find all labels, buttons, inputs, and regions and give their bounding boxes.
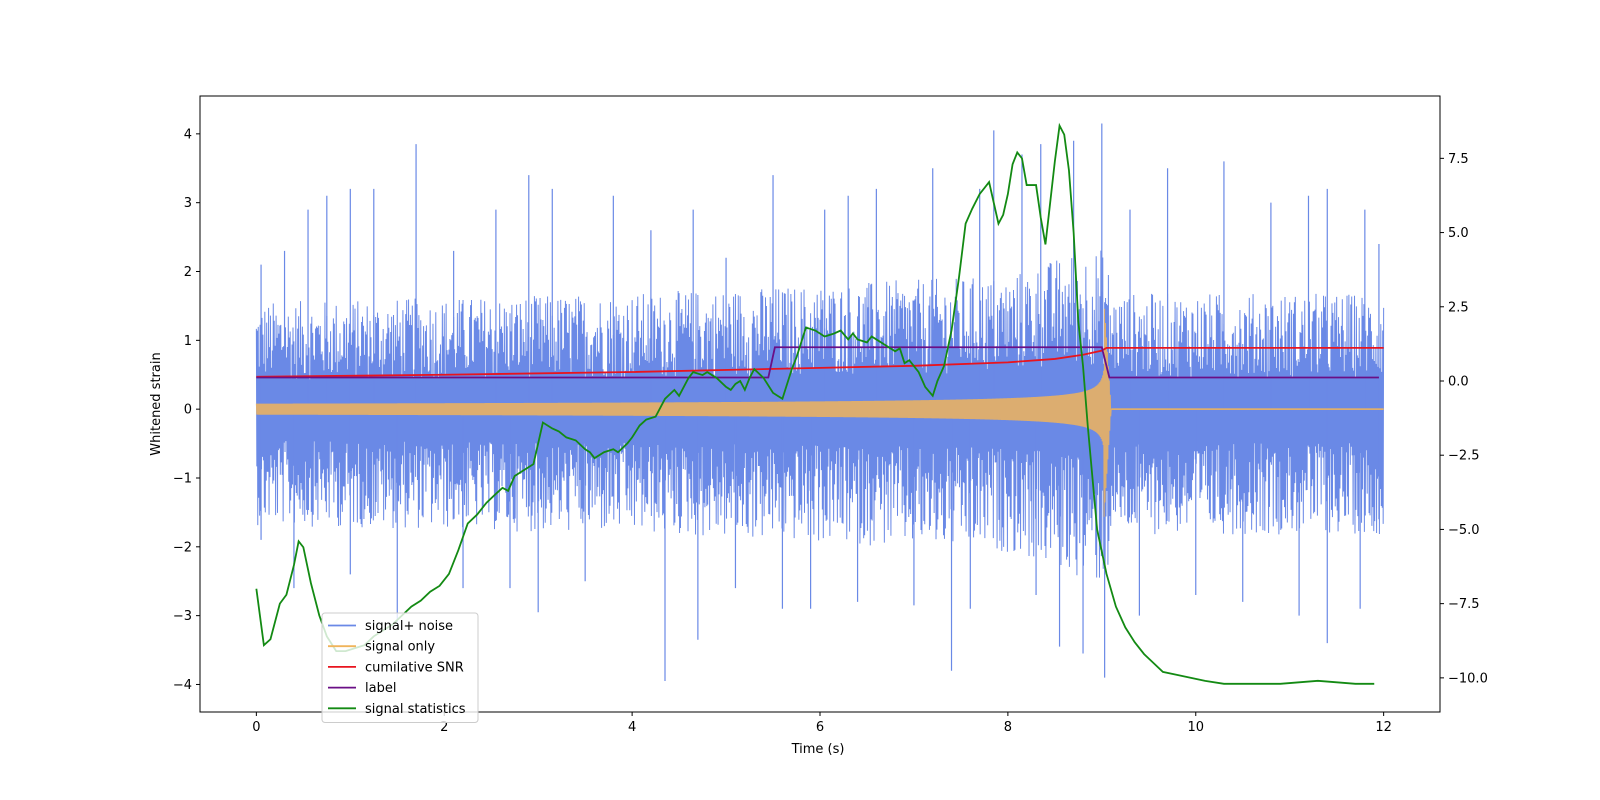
legend-label: label [365, 681, 396, 696]
y2-tick-label: 7.5 [1448, 152, 1469, 167]
y2-tick-label: 5.0 [1448, 226, 1469, 241]
y2-tick-label: −10.0 [1448, 671, 1488, 686]
y-tick-label: 0 [184, 403, 192, 418]
x-tick-label: 4 [628, 720, 636, 735]
legend-label: signal+ noise [365, 619, 453, 634]
legend-label: signal only [365, 640, 435, 655]
noise-spikes [260, 123, 1380, 682]
series-cumulative-snr [256, 347, 1384, 378]
y2-tick-label: −5.0 [1448, 523, 1480, 538]
x-axis-label: Time (s) [791, 742, 845, 757]
y2-tick-label: −7.5 [1448, 597, 1480, 612]
legend: signal+ noise signal only cumilative SNR la… [321, 612, 479, 723]
series-signal-only [255, 308, 1112, 517]
x-tick-label: 0 [252, 720, 260, 735]
y2-tick-label: 2.5 [1448, 300, 1469, 315]
x-tick-label: 10 [1187, 720, 1204, 735]
legend-label: signal statistics [365, 702, 466, 717]
plot-area [255, 122, 1385, 685]
y-tick-label: 1 [184, 334, 192, 349]
y-tick-label: −3 [173, 609, 192, 624]
y-axis-label: Whitened strain [149, 352, 164, 455]
y2-tick-label: −2.5 [1448, 449, 1480, 464]
x-tick-label: 8 [1004, 720, 1012, 735]
series-signal-noise [255, 250, 1385, 578]
y-tick-label: 3 [184, 196, 192, 211]
y-tick-label: 4 [184, 127, 192, 142]
y-axis-right: −10.0 −7.5 −5.0 −2.5 0.0 2.5 5.0 7.5 [1440, 152, 1488, 686]
y-tick-label: 2 [184, 265, 192, 280]
legend-box [321, 612, 479, 723]
x-tick-label: 6 [816, 720, 824, 735]
x-tick-label: 2 [440, 720, 448, 735]
series-label [256, 346, 1379, 379]
legend-label: cumilative SNR [365, 660, 464, 675]
y-tick-label: −4 [173, 678, 192, 693]
y-tick-label: −2 [173, 540, 192, 555]
series-signal-statistics [255, 122, 1375, 685]
x-tick-label: 12 [1375, 720, 1392, 735]
y-tick-label: −1 [173, 471, 192, 486]
y2-tick-label: 0.0 [1448, 374, 1469, 389]
y-axis-left: −4 −3 −2 −1 0 1 2 3 4 [173, 127, 200, 693]
